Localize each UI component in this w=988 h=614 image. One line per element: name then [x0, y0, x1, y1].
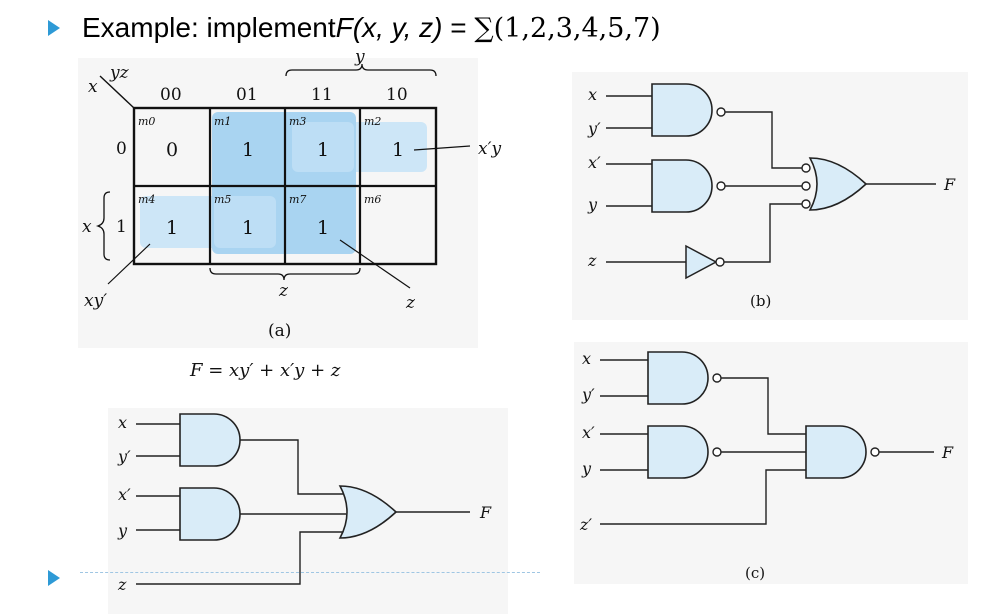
title-prefix: Example: implement	[82, 12, 336, 43]
cell-m3: 1	[317, 139, 329, 161]
cb-input-z: z	[587, 251, 597, 270]
cell-m2: 1	[392, 139, 404, 161]
kmap-col-01: 01	[236, 85, 258, 105]
cc-input-z-prime: z′	[579, 515, 592, 534]
cell-m0: 0	[166, 139, 178, 161]
cb-or-gate	[809, 157, 867, 211]
cell-m5: 1	[242, 217, 254, 239]
cell-m7: 1	[317, 217, 329, 239]
kmap-col-11: 11	[311, 85, 333, 105]
cbot-input-x: x	[118, 413, 127, 432]
footer-divider	[80, 572, 540, 573]
kmap-col-00: 00	[160, 85, 182, 105]
cell-m1: 1	[242, 139, 254, 161]
minterm-m5: m5	[214, 193, 231, 206]
cb-input-x: x	[588, 85, 597, 104]
label-x-prime-y: x′y	[478, 139, 501, 159]
circuit-b: x y′ x′ y z F (b)	[587, 83, 956, 310]
cc-input-x: x	[582, 349, 591, 368]
cbot-and-1	[179, 413, 241, 467]
cb-output-f: F	[943, 175, 956, 194]
cc-caption: (c)	[745, 564, 765, 582]
cc-nand-1	[647, 351, 709, 405]
expression: F = xy′ + x′y + z	[189, 360, 341, 381]
minterm-m1: m1	[214, 115, 231, 128]
cc-nand-3	[805, 425, 867, 479]
cbot-input-y: y	[117, 521, 128, 540]
minterm-m4: m4	[138, 193, 155, 206]
minterm-m0: m0	[138, 115, 155, 128]
title-equals: =	[442, 12, 475, 43]
cbot-input-x-prime: x′	[118, 485, 131, 504]
cb-input-y: y	[587, 195, 598, 214]
title-function: F(x, y, z)	[335, 12, 443, 43]
cb-nand-1	[651, 83, 713, 137]
circuit-c: x y′ x′ y z′ F (c)	[579, 349, 954, 582]
cc-input-y-prime: y′	[581, 385, 595, 404]
kmap-brace-y: y	[354, 47, 365, 67]
cb-inverter	[685, 244, 718, 280]
cell-m4: 1	[166, 217, 178, 239]
cb-input-x-prime: x′	[588, 153, 601, 172]
kmap-col-10: 10	[386, 85, 408, 105]
minterm-m2: m2	[364, 115, 381, 128]
label-z-right: z	[405, 293, 416, 313]
kmap: yz x y 00 01 11 10 0 1 x m0 m1 m3 m2 m4 …	[82, 47, 501, 341]
cc-input-x-prime: x′	[582, 423, 595, 442]
footer-bullet-icon	[48, 570, 60, 586]
circuit-bottom-panel	[108, 408, 508, 614]
label-z-bottom: z	[278, 281, 289, 301]
label-x-y-prime: xy′	[84, 291, 107, 311]
kmap-col-var: yz	[109, 63, 130, 83]
circuit-and-or: x y′ x′ y z F	[117, 413, 492, 594]
circuit-c-panel	[574, 342, 968, 584]
cb-caption: (b)	[750, 292, 771, 310]
bullet-icon	[48, 20, 60, 36]
cbot-output-f: F	[479, 503, 492, 522]
cbot-or-gate	[339, 485, 397, 539]
cbot-input-y-prime: y′	[117, 447, 131, 466]
minterm-m3: m3	[289, 115, 306, 128]
cb-input-y-prime: y′	[587, 119, 601, 138]
cb-nand-2	[651, 159, 713, 213]
minterm-m6: m6	[364, 193, 381, 206]
cc-output-f: F	[941, 443, 954, 462]
cbot-input-z: z	[117, 575, 127, 594]
circuit-b-panel	[572, 72, 968, 320]
title-sum: ∑(1,2,3,4,5,7)	[474, 12, 661, 44]
cc-input-y: y	[581, 459, 592, 478]
minterm-m7: m7	[289, 193, 306, 206]
cc-nand-2	[647, 425, 709, 479]
cbot-and-2	[179, 487, 241, 541]
kmap-brace-x: x	[82, 217, 92, 237]
kmap-row-0: 0	[116, 139, 127, 159]
kmap-row-1: 1	[116, 217, 127, 237]
slide-title: Example: implement F(x, y, z) = ∑(1,2,3,…	[48, 6, 661, 50]
kmap-row-var: x	[88, 77, 98, 97]
kmap-caption: (a)	[268, 321, 291, 341]
